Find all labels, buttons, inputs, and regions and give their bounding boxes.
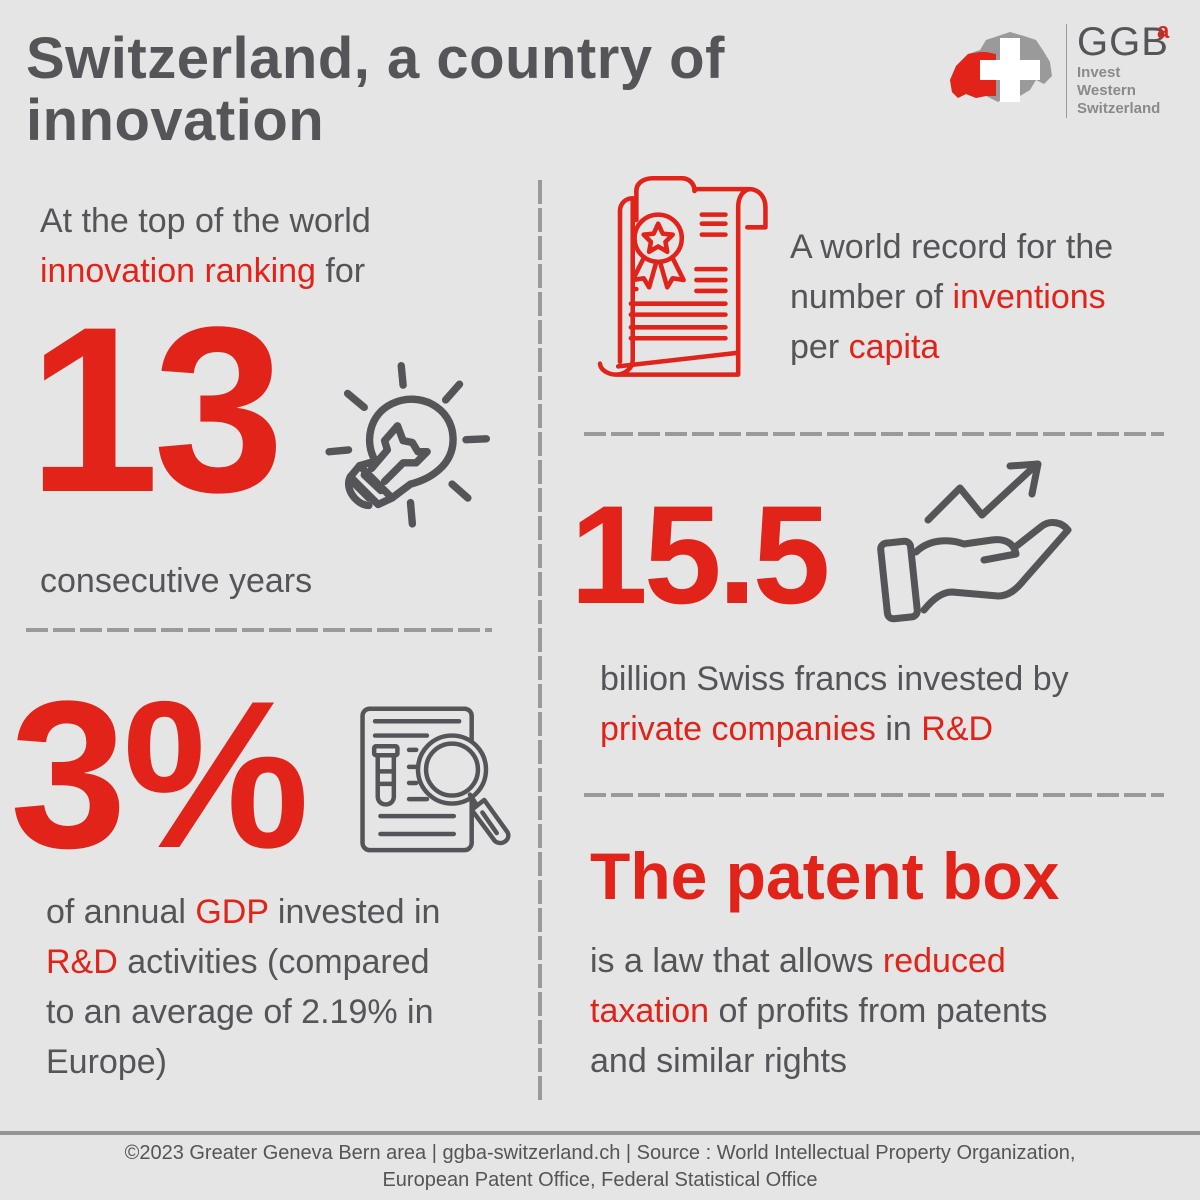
private-rd-line-2-mid: in xyxy=(875,710,922,748)
inventions-highlight: inventions xyxy=(952,278,1106,316)
vertical-divider xyxy=(538,180,542,1100)
patent-line-1-prefix: is a law that allows xyxy=(590,942,883,980)
certificate-icon xyxy=(580,168,780,383)
gdp-line-2: R&D activities (compared xyxy=(46,937,440,987)
gdp-line-3: to an average of 2.19% in xyxy=(46,993,434,1031)
private-rd-line-1: billion Swiss francs invested by xyxy=(600,660,1069,698)
footer: ©2023 Greater Geneva Bern area | ggba-sw… xyxy=(0,1140,1200,1194)
inventions-line-2: number of inventions xyxy=(790,272,1113,322)
gdp-number: 3% xyxy=(10,657,310,892)
patent-line-3: and similar rights xyxy=(590,1042,847,1080)
logo-brand: GGB xyxy=(1077,20,1169,64)
tagline-line-1: Invest xyxy=(1077,64,1121,81)
inventions-line-2-prefix: number of xyxy=(790,278,953,316)
taxation-highlight: taxation xyxy=(590,992,710,1030)
inventions-line-3-prefix: per xyxy=(790,328,849,366)
ranking-line-2: innovation ranking for xyxy=(40,246,371,296)
ranking-line-2-rest: for xyxy=(315,252,366,290)
hand-growth-icon xyxy=(872,460,1097,630)
gdp-line-2-rest: activities (compared xyxy=(117,943,430,981)
research-document-icon xyxy=(350,696,520,861)
page-title: Switzerland, a country of innovation xyxy=(26,28,786,152)
ranking-text: At the top of the world innovation ranki… xyxy=(40,196,371,296)
lightbulb-icon xyxy=(318,350,503,535)
private-companies-highlight: private companies xyxy=(600,710,876,748)
gdp-line-4: Europe) xyxy=(46,1043,167,1081)
patent-line-2-rest: of profits from patents xyxy=(709,992,1048,1030)
patent-box-text: is a law that allows reduced taxation of… xyxy=(590,936,1047,1086)
patent-box-heading: The patent box xyxy=(590,839,1060,913)
tagline-line-2: Western xyxy=(1077,82,1136,99)
divider-right-2 xyxy=(584,793,1164,797)
patent-line-2: taxation of profits from patents xyxy=(590,986,1047,1036)
divider-left-1 xyxy=(26,628,492,632)
ranking-caption: consecutive years xyxy=(40,562,313,600)
title-line-2: innovation xyxy=(26,88,325,153)
capita-highlight: capita xyxy=(848,328,940,366)
gdp-text: of annual GDP invested in R&D activities… xyxy=(46,887,440,1087)
gdp-line-1-prefix: of annual xyxy=(46,893,196,931)
reduced-highlight: reduced xyxy=(882,942,1006,980)
logo-tagline: Invest Western Switzerland xyxy=(1077,64,1160,118)
inventions-text: A world record for the number of inventi… xyxy=(790,222,1113,372)
logo-superscript: a xyxy=(1157,18,1170,43)
inventions-line-1: A world record for the xyxy=(790,228,1114,266)
ranking-highlight: innovation ranking xyxy=(40,252,316,290)
private-rd-number: 15.5 xyxy=(570,476,830,633)
title-line-1: Switzerland, a country of xyxy=(26,26,725,91)
gdp-line-1: of annual GDP invested in xyxy=(46,887,440,937)
divider-right-1 xyxy=(584,432,1164,436)
logo-divider xyxy=(1066,24,1067,118)
footer-line-2: European Patent Office, Federal Statisti… xyxy=(382,1169,818,1191)
ranking-number: 13 xyxy=(28,278,285,542)
gdp-line-1-rest: invested in xyxy=(268,893,441,931)
inventions-line-3: per capita xyxy=(790,322,1113,372)
footer-divider xyxy=(0,1131,1200,1135)
ranking-line-1: At the top of the world xyxy=(40,202,371,240)
footer-line-1: ©2023 Greater Geneva Bern area | ggba-sw… xyxy=(124,1142,1076,1164)
gdp-highlight: GDP xyxy=(195,893,269,931)
patent-line-1: is a law that allows reduced xyxy=(590,936,1047,986)
tagline-line-3: Switzerland xyxy=(1077,100,1161,117)
private-rd-line-2: private companies in R&D xyxy=(600,704,1069,754)
swiss-map-logo-icon xyxy=(940,22,1060,118)
rd-highlight: R&D xyxy=(46,943,118,981)
private-rd-text: billion Swiss francs invested by private… xyxy=(600,654,1069,754)
rd-highlight-2: R&D xyxy=(921,710,994,748)
